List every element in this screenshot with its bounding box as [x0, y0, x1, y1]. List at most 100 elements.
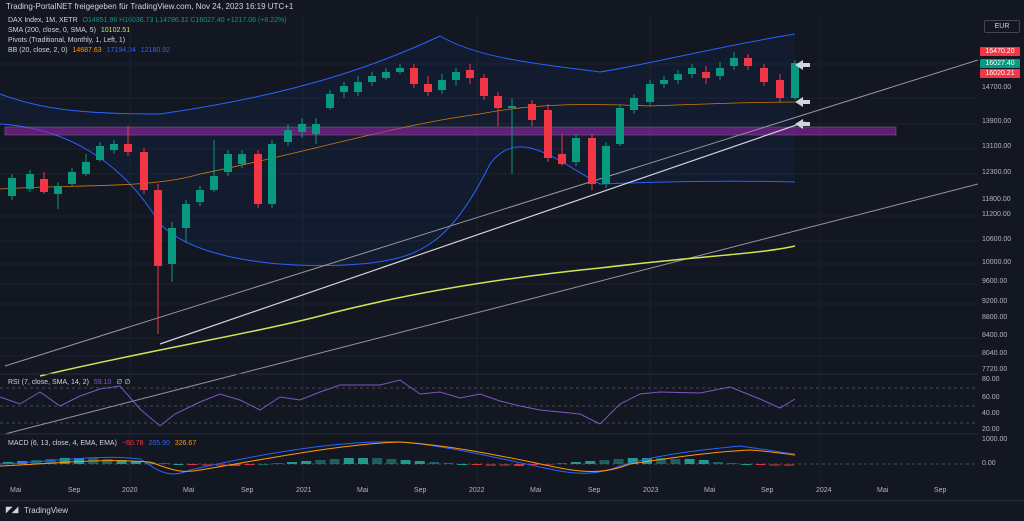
candle-body[interactable]	[382, 72, 390, 78]
currency-button[interactable]: EUR	[984, 20, 1020, 33]
candle-body[interactable]	[744, 58, 752, 66]
candle-body[interactable]	[702, 72, 710, 78]
candle-body[interactable]	[438, 80, 446, 90]
candle-body[interactable]	[298, 124, 306, 132]
bb-basis: 14687.63	[72, 47, 102, 54]
macd-histogram-bar	[315, 460, 326, 464]
candle-body[interactable]	[716, 68, 724, 76]
candle-body[interactable]	[340, 86, 348, 92]
candle-body[interactable]	[268, 144, 276, 204]
candle-body[interactable]	[630, 98, 638, 110]
candle-body[interactable]	[572, 138, 580, 162]
macd-histogram-bar	[585, 461, 596, 464]
candle-body[interactable]	[602, 146, 610, 184]
candle-body[interactable]	[224, 154, 232, 172]
brand-name: TradingView	[24, 506, 69, 515]
price-tick: 9200.00	[982, 298, 1008, 305]
candle-body[interactable]	[646, 84, 654, 102]
candle-body[interactable]	[368, 76, 376, 82]
candle-body[interactable]	[616, 108, 624, 144]
time-axis[interactable]: Mai Sep 2020 Mai Sep 2021 Mai Sep 2022 M…	[0, 484, 978, 500]
bb-lower-line	[0, 123, 796, 267]
macd-histogram-bar	[471, 464, 482, 465]
macd-histogram-bar	[102, 459, 113, 464]
candle-body[interactable]	[140, 152, 148, 190]
candle-body[interactable]	[424, 84, 432, 92]
candle-body[interactable]	[396, 68, 404, 72]
candle-body[interactable]	[68, 172, 76, 184]
macd-tick: 0.00	[982, 460, 996, 467]
candle-body[interactable]	[410, 68, 418, 84]
macd-histogram-bar	[216, 464, 226, 466]
candle-body[interactable]	[466, 70, 474, 78]
candle-body[interactable]	[312, 124, 320, 134]
candle-body[interactable]	[558, 154, 566, 164]
candle-body[interactable]	[40, 179, 48, 192]
price-tag-sma: 16020.21	[980, 69, 1020, 78]
candle-body[interactable]	[196, 190, 204, 202]
candle-body[interactable]	[82, 162, 90, 174]
tradingview-logo-icon[interactable]: ◤◢	[6, 505, 19, 514]
candle-body[interactable]	[688, 68, 696, 74]
time-tick: 2024	[816, 487, 832, 494]
chart-canvas[interactable]	[0, 14, 978, 484]
price-tick: 11200.00	[982, 211, 1011, 218]
candle-body[interactable]	[674, 74, 682, 80]
candle-body[interactable]	[494, 96, 502, 108]
macd-histogram-bar	[443, 463, 454, 464]
time-tick: Sep	[241, 487, 254, 494]
legend-pivots[interactable]: Pivots (Traditional, Monthly, 1, Left, 1…	[8, 37, 125, 44]
candle-body[interactable]	[210, 176, 218, 190]
candle-body[interactable]	[254, 154, 262, 204]
legend-macd[interactable]: MACD (6, 13, close, 4, EMA, EMA) −60.78 …	[8, 440, 196, 447]
macd-histogram-bar	[187, 464, 198, 465]
candle-body[interactable]	[238, 154, 246, 164]
price-tick: 10600.00	[982, 236, 1012, 243]
candle-body[interactable]	[354, 82, 362, 92]
time-tick: Mai	[183, 487, 195, 494]
legend-sma[interactable]: SMA (200, close, 0, SMA, 5) 10102.51	[8, 27, 130, 34]
legend-symbol[interactable]: DAX Index, 1M, XETR O14851.96 H16036.73 …	[8, 17, 287, 24]
price-tick: 13100.00	[982, 143, 1012, 150]
candle-body[interactable]	[588, 138, 596, 184]
candle-body[interactable]	[544, 110, 552, 158]
macd-histogram-bar	[727, 463, 738, 464]
time-tick: Mai	[704, 487, 716, 494]
candle-body[interactable]	[730, 58, 738, 66]
price-tick: 12300.00	[982, 169, 1012, 176]
candle-body[interactable]	[452, 72, 460, 80]
candle-body[interactable]	[110, 144, 118, 150]
rsi-label: RSI (7, close, SMA, 14, 2)	[8, 379, 89, 386]
candle-body[interactable]	[480, 78, 488, 96]
macd-histogram-bar	[741, 464, 752, 465]
candle-body[interactable]	[284, 130, 292, 142]
candle-body[interactable]	[508, 106, 516, 108]
time-tick: Sep	[68, 487, 81, 494]
macd-histogram-bar	[485, 464, 496, 466]
candle-body[interactable]	[154, 190, 162, 266]
candle-body[interactable]	[660, 80, 668, 84]
candle-body[interactable]	[54, 186, 62, 194]
macd-histogram-bar	[116, 460, 127, 464]
price-tag-pivot: 16470.20	[980, 47, 1020, 56]
bb-upper-line	[0, 33, 796, 115]
legend-rsi[interactable]: RSI (7, close, SMA, 14, 2) 59.10 ∅ ∅	[8, 378, 131, 386]
candle-body[interactable]	[528, 104, 536, 120]
publisher-text: Trading-PortalNET freigegeben für Tradin…	[6, 2, 294, 11]
price-axis[interactable]: 14700.00 13900.00 13100.00 12300.00 1180…	[978, 14, 1024, 494]
candle-body[interactable]	[8, 178, 16, 196]
bb-upper: 17194.34	[106, 47, 136, 54]
macd-histogram-bar	[613, 459, 624, 464]
macd-histogram-bar	[386, 459, 397, 464]
candle-body[interactable]	[791, 63, 799, 98]
candle-body[interactable]	[96, 146, 104, 160]
candle-body[interactable]	[760, 68, 768, 82]
candle-body[interactable]	[326, 94, 334, 108]
macd-label: MACD (6, 13, close, 4, EMA, EMA)	[8, 440, 117, 447]
candle-body[interactable]	[168, 228, 176, 264]
candle-body[interactable]	[124, 144, 132, 152]
candle-body[interactable]	[26, 174, 34, 189]
candle-body[interactable]	[776, 80, 784, 98]
legend-bb[interactable]: BB (20, close, 2, 0) 14687.63 17194.34 1…	[8, 47, 170, 54]
candle-body[interactable]	[182, 204, 190, 228]
